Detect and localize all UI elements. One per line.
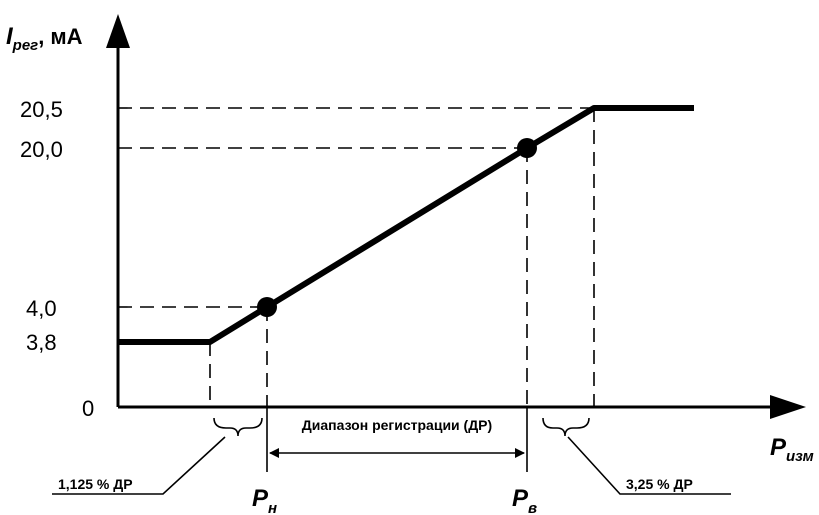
p-high-symbol: P	[512, 485, 529, 512]
guide-lines	[118, 107, 595, 407]
point-p-high	[517, 138, 537, 158]
y-tick-label: 3,8	[26, 330, 57, 355]
point-p-low	[257, 297, 277, 317]
p-low-label: Pн	[252, 485, 277, 515]
y-tick-label: 20,0	[20, 137, 63, 162]
x-axis-symbol: P	[770, 434, 787, 461]
y-axis-symbol: I	[6, 23, 14, 50]
right-brace	[542, 417, 590, 437]
y-tick-label: 0	[82, 396, 94, 421]
y-tick-labels: 20,5 20,0 4,0 3,8 0	[20, 97, 94, 421]
y-axis-title: Iрег, мА	[6, 23, 83, 54]
y-tick-label: 20,5	[20, 97, 63, 122]
characteristic-curve	[118, 105, 694, 345]
p-low-symbol: P	[252, 485, 269, 512]
p-high-subscript: в	[528, 500, 537, 515]
axes	[106, 14, 806, 419]
right-note: 3,25 % ДР	[626, 476, 693, 492]
p-low-subscript: н	[268, 500, 277, 515]
y-axis-arrowhead	[106, 14, 130, 48]
x-axis-subscript: изм	[786, 448, 814, 465]
x-axis-title: Pизм	[770, 434, 814, 465]
right-note-leader	[567, 436, 731, 495]
range-label: Диапазон регистрации (ДР)	[302, 417, 492, 433]
p-high-label: Pв	[512, 485, 537, 515]
x-axis-arrowhead	[770, 395, 806, 419]
y-axis-subscript: рег	[12, 37, 39, 54]
left-note-leader	[52, 436, 226, 495]
y-tick-label: 4,0	[26, 296, 57, 321]
y-axis-unit: , мА	[38, 24, 82, 49]
left-note: 1,125 % ДР	[58, 476, 133, 492]
left-brace	[213, 417, 263, 437]
